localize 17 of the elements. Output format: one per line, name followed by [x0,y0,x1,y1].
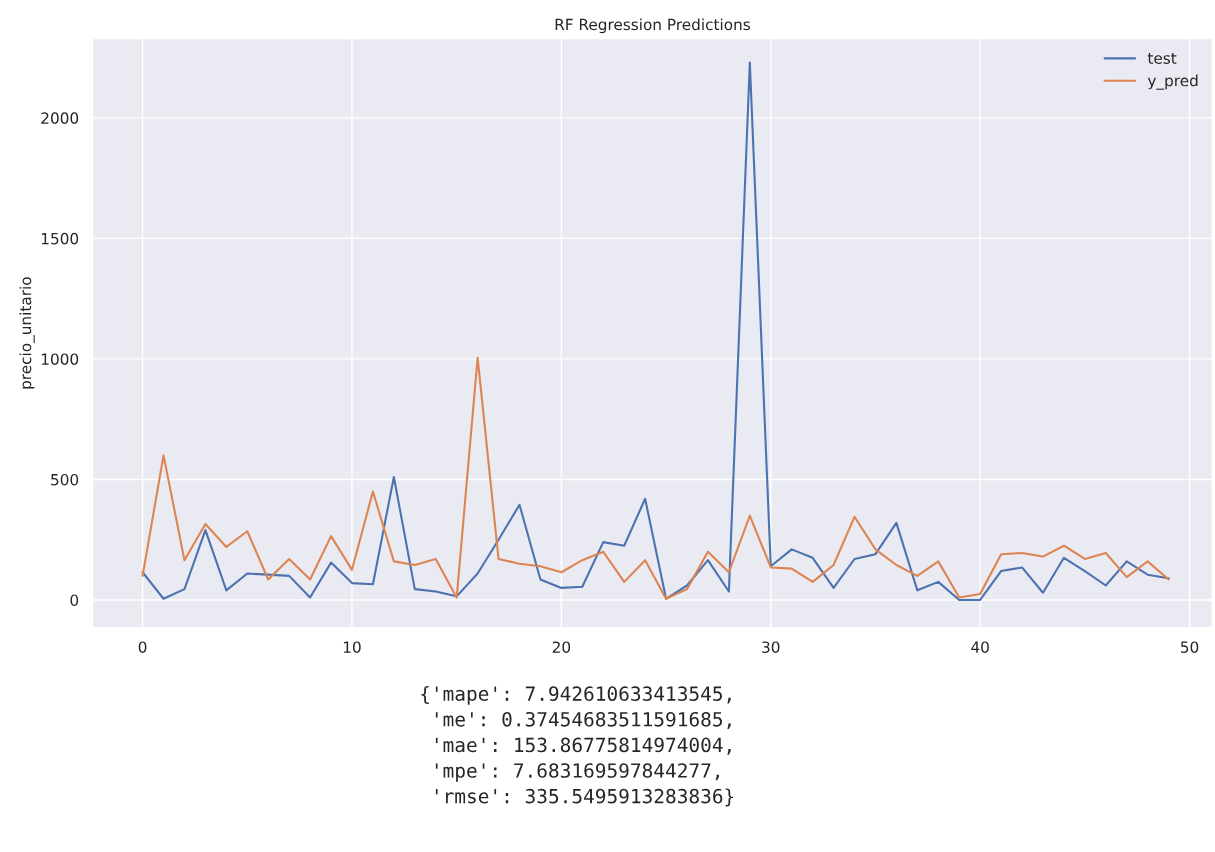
x-tick-label: 0 [138,641,147,653]
legend-label: test [1147,52,1177,64]
y-tick-label: 500 [51,473,79,486]
x-tick-label: 40 [971,641,989,653]
line-series [141,356,1170,600]
x-tick-label: 20 [552,641,571,653]
legend-label: y_pred [1147,74,1198,90]
x-tick-label: 10 [343,641,361,653]
y-tick-label: 1500 [41,232,79,245]
y-tick-label: 2000 [41,112,79,124]
x-tick-label: 30 [762,641,780,653]
chart-title: RF Regression Predictions [555,18,750,34]
y-tick-label: 0 [70,594,79,606]
y-axis-title: precio_unitario [19,277,35,389]
x-tick-label: 50 [1181,641,1199,653]
y-tick-label: 1000 [41,353,79,365]
text: {'mape': 7.942610633413545, 'me': 0.37454683511591685, 'mae': 153.86775814974004, 'mpe': 7.683169597844277, 'rmse': 335.5495913283836} [421,685,734,807]
